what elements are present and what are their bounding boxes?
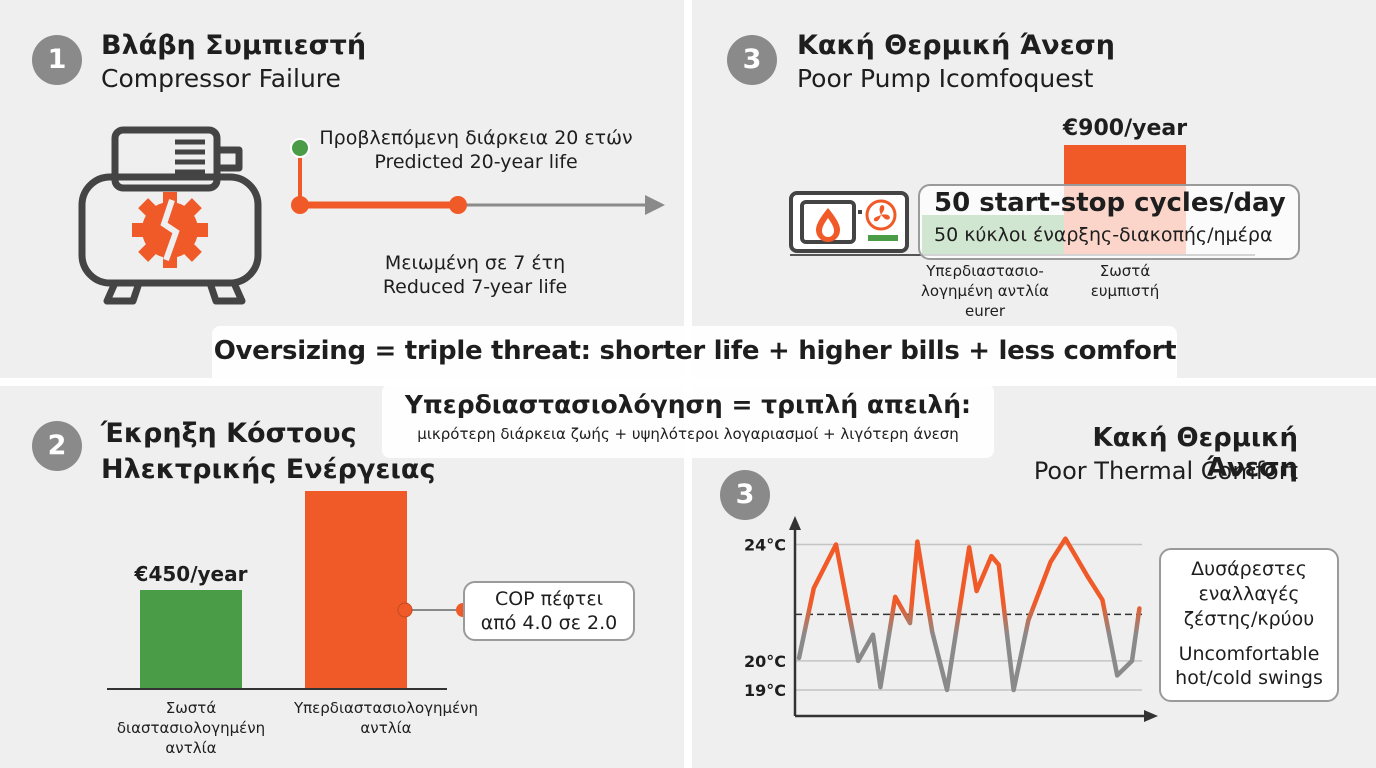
temp-tick-label-3: 24°C [744,536,786,555]
cost-bar-value-label-1: €450/year [134,562,248,586]
temp-tick-label-1: 19°C [744,681,786,700]
cost-bar-category-label-1-2: διαστασιολογημένη [117,719,265,737]
panel2-number-badge: 2 [32,421,82,471]
cost-bar-category-label-1-3: αντλία [165,739,216,757]
cost-bar-1 [140,590,242,689]
panel3a-number-badge: 3 [727,35,777,85]
cost-bar-2 [305,491,407,689]
cop-text-line1: COP πέφτει [494,588,604,610]
oversized-pump-label-line2: λογημένη αντλία [921,282,1049,300]
banner-greek-bg [382,384,994,458]
panel-compressor-failure [0,0,684,378]
swings-note-english-line1: Uncomfortable [1178,643,1320,665]
correct-pump-label-line1: Σωστά [1099,262,1151,280]
panel1-subtitle: Compressor Failure [101,64,341,93]
heat-pump-unit-icon [789,191,909,253]
panel3a-subtitle: Poor Pump Icomfoquest [797,64,1094,93]
cycles-english: 50 start-stop cycles/day [934,188,1286,218]
cost-bar-category-label-2-2: αντλία [360,719,411,737]
panel2-title-line2: Ηλεκτρικής Ενέργειας [101,454,436,485]
cop-text-line2: από 4.0 σε 2.0 [480,612,618,634]
cost-bar-category-label-2-1: Υπερδιαστασιολογημένη [293,699,478,717]
banner-english-bg [212,326,1177,384]
predicted-life-english: Predicted 20-year life [374,151,578,173]
panel3b-subtitle: Poor Thermal Comfort [1033,457,1298,485]
oversized-pump-label-line3: eurer [965,302,1005,320]
oversized-pump-label-line1: Υπερδιαστασιο- [926,262,1044,280]
swings-note-greek-line1: Δυσάρεστες [1191,558,1307,580]
electricity-cost-chart: €450/yearΣωστάδιαστασιολογημένηαντλία€90… [107,491,478,757]
swings-note-english-line2: hot/cold swings [1175,667,1323,689]
cycles-callout [918,184,1300,260]
correct-pump-label-line2: ευμπιστή [1090,282,1160,300]
temperature-line [796,536,1142,693]
compressor-icon [78,126,262,305]
temp-tick-label-2: 20°C [744,652,786,671]
banner-english-text: Oversizing = triple threat: shorter life… [213,336,1177,366]
swings-note-box [1159,548,1339,702]
predicted-life-greek: Προβλεπόμενη διάρκεια 20 ετών [319,127,633,149]
swings-note-greek-line2: εναλλαγές [1198,583,1300,605]
temperature-swing-chart: 19°C 20°C 24°C [744,516,1158,722]
panel2-title-line1: Έκρηξη Κόστους [101,418,357,449]
panel1-number-badge: 1 [32,35,82,85]
lifespan-timeline [290,138,665,215]
panel1-title: Βλάβη Συμπιεστή [101,30,367,61]
cycles-greek: 50 κύκλοι έναρξης-διακοπής/ημέρα [934,224,1273,246]
reduced-life-english: Reduced 7-year life [382,276,568,298]
swings-note-greek-line3: ζέστης/κρύου [1183,608,1315,630]
panel3b-number-badge: 3 [720,470,770,520]
reduced-life-greek: Μειωμένη σε 7 έτη [384,252,566,274]
panel3b-title: Κακή Θερμική Άνεση [1092,423,1298,483]
panel3a-bar-value-label: €900/year [1062,116,1188,141]
cost-bar-category-label-1-1: Σωστά [166,699,217,717]
banner-greek-subtext: μικρότερη διάρκεια ζωής + υψηλότεροι λογ… [417,425,959,443]
cop-callout [463,581,635,641]
banner-greek-text: Υπερδιαστασιολόγηση = τριπλή απειλή: [404,390,972,419]
panel3a-title: Κακή Θερμική Άνεση [797,30,1115,61]
